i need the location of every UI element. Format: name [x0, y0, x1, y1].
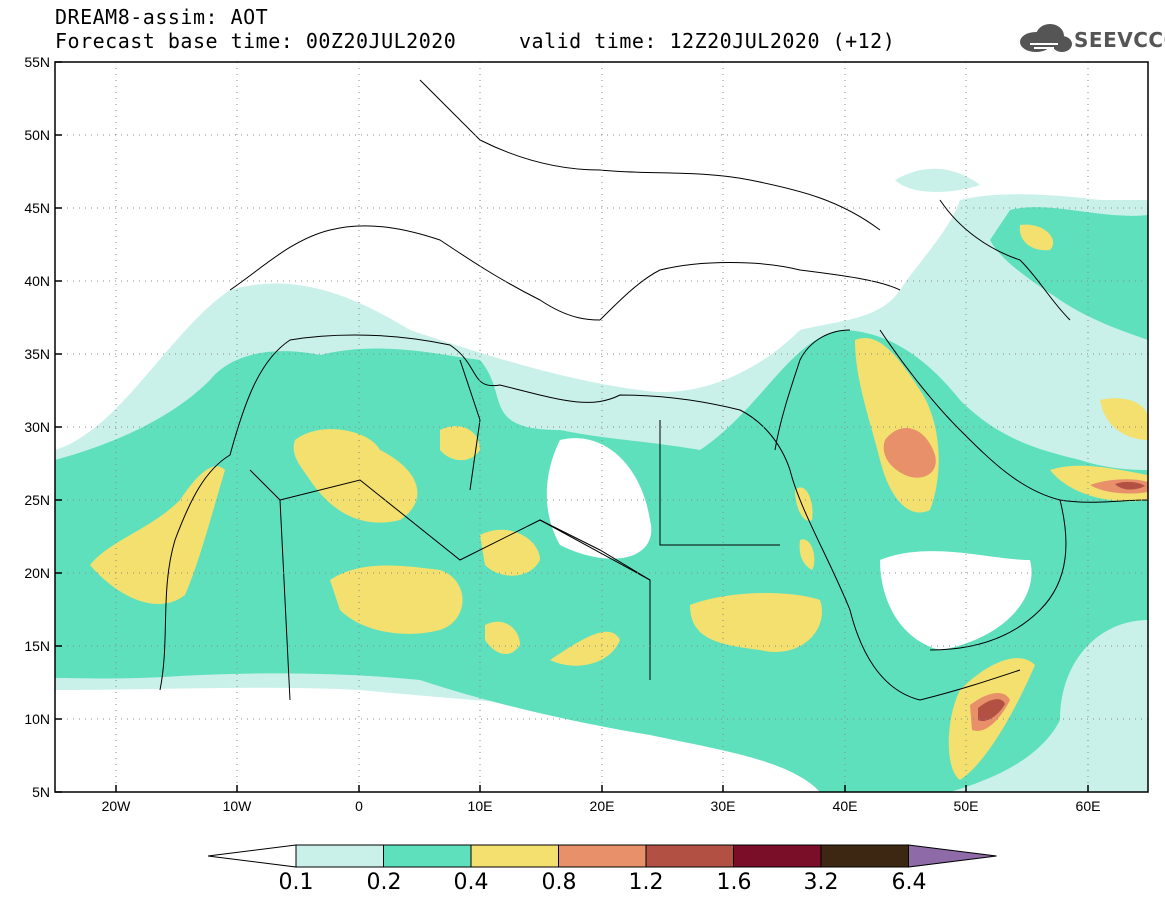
colorbar-swatch — [820, 844, 909, 868]
lat-label-50n: 50N — [24, 127, 50, 143]
colorbar-swatch — [470, 844, 559, 868]
aot-band-orange — [883, 428, 936, 478]
logo-text: SEEVCCC — [1074, 28, 1165, 52]
lat-label-25n: 25N — [24, 492, 50, 508]
lon-label-50e: 50E — [953, 798, 979, 814]
colorbar-label-1.6: 1.6 — [716, 870, 752, 895]
colorbar-swatch — [645, 844, 734, 868]
lat-label-35n: 35N — [24, 346, 50, 362]
colorbar-arrow-low — [207, 844, 297, 868]
lat-label-45n: 45N — [24, 200, 50, 216]
lat-label-20n: 20N — [24, 565, 50, 581]
coastlines — [159, 79, 1148, 701]
lon-label-20e: 20E — [589, 798, 615, 814]
colorbar-label-0.4: 0.4 — [453, 870, 489, 895]
colorbar-swatch — [733, 844, 822, 868]
lat-label-40n: 40N — [24, 273, 50, 289]
gridlines — [55, 62, 1148, 792]
lon-label-20w: 20W — [101, 798, 131, 814]
colorbar-swatch — [295, 844, 384, 868]
lat-label-15n: 15N — [24, 638, 50, 654]
lon-label-10e: 10E — [467, 798, 493, 814]
aot-band-brown — [978, 699, 1005, 722]
colorbar-swatch — [383, 844, 472, 868]
map-title: DREAM8-assim: AOT — [55, 5, 269, 29]
colorbar-label-6.4: 6.4 — [891, 870, 927, 895]
aot-shading — [55, 62, 1148, 792]
colorbar-label-0.1: 0.1 — [278, 870, 314, 895]
lon-label-40e: 40E — [832, 798, 858, 814]
lat-label-10n: 10N — [24, 711, 50, 727]
forecast-time-subtitle: Forecast base time: 00Z20JUL2020 valid t… — [55, 29, 896, 53]
lon-label-30e: 30E — [710, 798, 736, 814]
colorbar-label-0.8: 0.8 — [541, 870, 577, 895]
colorbar-label-1.2: 1.2 — [628, 870, 664, 895]
colorbar-label-3.2: 3.2 — [803, 870, 839, 895]
colorbar-label-0.2: 0.2 — [366, 870, 402, 895]
colorbar-swatch — [558, 844, 647, 868]
lon-label-60e: 60E — [1075, 798, 1101, 814]
lat-label-30n: 30N — [24, 419, 50, 435]
lon-label-0: 0 — [355, 798, 363, 814]
lon-label-10w: 10W — [222, 798, 252, 814]
colorbar-arrow-high — [908, 844, 997, 868]
cloud-icon — [1020, 24, 1072, 52]
lat-label-5n: 5N — [32, 784, 50, 800]
lat-label-55n: 55N — [24, 54, 50, 70]
